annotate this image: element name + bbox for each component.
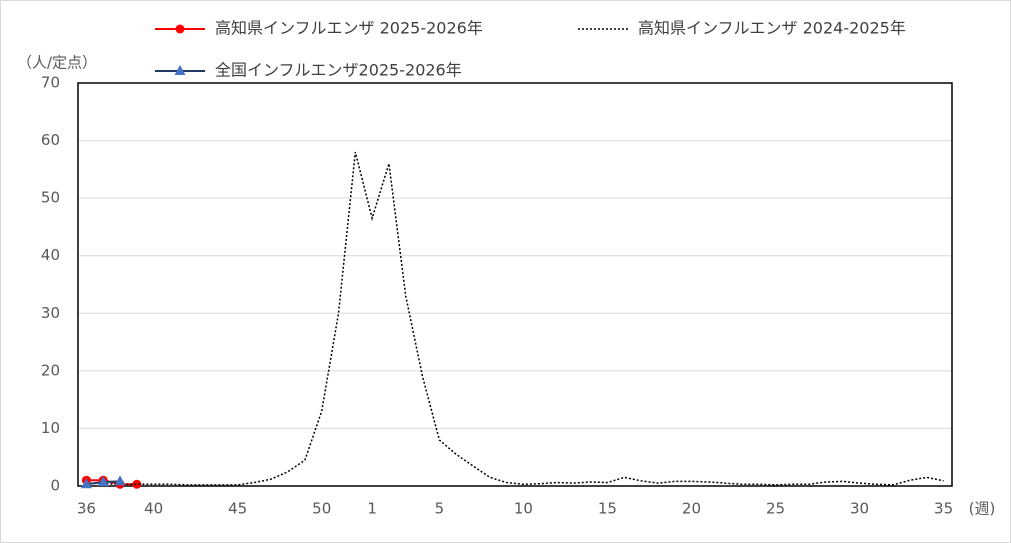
y-tick-label: 20 [41,361,60,379]
x-tick-label: 1 [367,500,377,518]
x-tick-label: 35 [934,500,953,518]
x-tick-label: 20 [682,500,701,518]
x-tick-label: 45 [228,500,247,518]
data-point [80,478,92,489]
x-tick-label: 5 [435,500,445,518]
legend-label: 高知県インフルエンザ 2025-2026年 [215,19,483,38]
y-tick-label: 40 [41,246,60,264]
legend-marker [174,65,186,75]
y-tick-label: 10 [41,419,60,437]
plot-border [77,82,953,487]
x-tick-label: 36 [77,500,96,518]
x-tick-label: 10 [514,500,533,518]
legend-label: 全国インフルエンザ2025-2026年 [215,61,462,80]
y-tick-label: 60 [41,131,60,149]
x-axis-label: (週) [969,500,996,518]
x-tick-label: 30 [850,500,869,518]
legend-marker [175,24,185,34]
series-line [86,151,944,486]
data-point [132,479,142,489]
x-tick-label: 40 [144,500,163,518]
y-tick-label: 0 [50,477,60,495]
y-tick-label: 70 [41,74,60,92]
x-tick-label: 50 [312,500,331,518]
x-tick-label: 15 [598,500,617,518]
data-point [114,475,126,486]
data-point [97,475,109,486]
x-tick-label: 25 [766,500,785,518]
legend-label: 高知県インフルエンザ 2024-2025年 [638,19,906,38]
y-tick-label: 50 [41,189,60,207]
y-tick-label: 30 [41,304,60,322]
y-axis-label: （人/定点） [17,54,97,72]
